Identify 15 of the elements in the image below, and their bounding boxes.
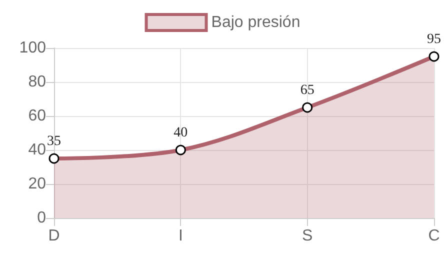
y-tick-label: 20 [28,176,46,192]
y-tick-label: 0 [37,210,46,226]
data-label: 95 [427,32,441,47]
data-label: 40 [174,125,188,140]
y-tick-label: 100 [19,40,46,56]
data-label: 65 [300,82,314,98]
y-tick-label: 80 [28,74,46,90]
x-tick-label: S [302,228,313,244]
y-tick-label: 40 [28,142,46,158]
x-tick-label: I [178,228,183,244]
x-tick-label: C [428,228,440,244]
y-tick-label: 60 [28,108,46,124]
legend-label: Bajo presión [211,14,300,31]
x-tick-label: D [48,228,60,244]
data-label: 35 [47,134,61,149]
